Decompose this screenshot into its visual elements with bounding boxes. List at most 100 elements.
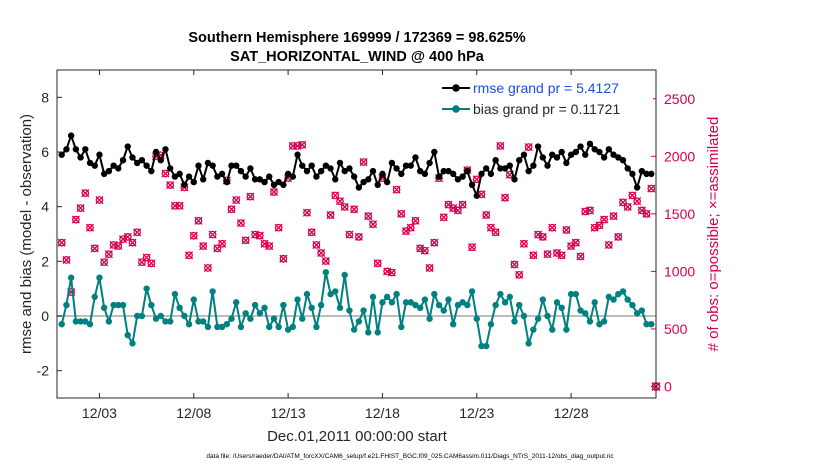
obs-possible-marker [340, 203, 349, 211]
rmse-point [317, 167, 325, 175]
bias-point [223, 321, 230, 328]
obs-possible-marker [270, 188, 278, 196]
rmse-point [129, 154, 136, 161]
rmse-point [398, 170, 405, 178]
legend-rmse-marker [452, 84, 460, 92]
obs-assimilated-marker [496, 141, 505, 151]
bias-point [591, 299, 598, 306]
y-tick-label: 0 [41, 308, 49, 324]
rmse-point [190, 178, 197, 186]
rmse-point [412, 154, 419, 161]
rmse-point [143, 162, 150, 169]
rmse-point [209, 162, 216, 169]
bias-point [525, 340, 532, 347]
plot-frame [56, 69, 657, 399]
bias-point [506, 293, 513, 301]
obs-assimilated-marker [95, 195, 104, 205]
bias-point [586, 318, 594, 325]
obs-possible-marker [312, 241, 321, 249]
obs-possible-marker [133, 228, 142, 237]
obs-possible-marker [642, 210, 651, 218]
bias-point [256, 310, 264, 317]
obs-possible-marker [57, 238, 66, 247]
bias-point [200, 318, 207, 325]
rmse-point [214, 173, 221, 180]
obs-possible-marker [298, 140, 307, 149]
bias-point [365, 329, 372, 336]
obs-assimilated-marker [62, 255, 71, 264]
rmse-point [261, 178, 268, 186]
rmse-point [600, 154, 608, 161]
rmse-point [86, 159, 94, 167]
bias-point [449, 321, 457, 328]
bias-point [388, 299, 396, 306]
obs-possible-marker [548, 223, 557, 232]
obs-possible-marker [562, 226, 571, 234]
obs-possible-marker [392, 185, 401, 194]
obs-possible-marker [128, 238, 137, 247]
obs-assimilated-marker [609, 212, 618, 221]
rmse-point [100, 170, 108, 178]
obs-assimilated-marker [524, 143, 533, 152]
obs-assimilated-marker [100, 258, 109, 267]
rmse-point [284, 170, 292, 178]
x-axis-label: Dec.01,2011 00:00:00 start [267, 428, 448, 445]
bias-point [322, 269, 330, 276]
bias-point [82, 318, 89, 325]
obs-assimilated-marker [397, 209, 406, 218]
bias-point [166, 318, 174, 325]
obs-possible-marker [411, 216, 420, 225]
legend-rmse-label: rmse grand pr = 5.4127 [473, 80, 619, 96]
bias-point [308, 304, 315, 311]
rmse-point [233, 162, 240, 169]
obs-assimilated-marker [373, 259, 382, 268]
rmse-point [567, 151, 575, 158]
obs-possible-marker [95, 196, 104, 204]
rmse-point [544, 162, 551, 169]
rmse-point [327, 165, 334, 172]
bias-point [596, 321, 603, 328]
obs-assimilated-marker [321, 256, 330, 266]
y-axis-label: rmse and bias (model - observation) [18, 114, 35, 354]
obs-possible-marker [543, 250, 552, 258]
bias-point [124, 331, 131, 339]
rmse-point [195, 162, 202, 169]
rmse-point [247, 165, 254, 172]
obs-possible-marker [100, 258, 109, 267]
bias-point [369, 293, 377, 301]
obs-assimilated-marker [251, 230, 260, 239]
bias-point [313, 323, 320, 331]
bias-point [379, 299, 386, 306]
rmse-point [256, 176, 264, 183]
rmse-point [124, 143, 131, 150]
obs-possible-marker [90, 244, 99, 253]
rmse-point [63, 146, 70, 153]
obs-possible-marker [194, 216, 203, 225]
obs-assimilated-marker [175, 201, 184, 210]
rmse-point [162, 146, 169, 153]
rmse-point [572, 148, 580, 156]
obs-assimilated-marker [633, 197, 642, 206]
bias-point [454, 301, 462, 309]
obs-possible-marker [227, 205, 236, 214]
obs-assimilated-marker [444, 200, 453, 209]
bias-point [63, 301, 70, 309]
rmse-point [336, 159, 344, 167]
obs-possible-marker [204, 264, 212, 272]
x-tick-label: 12/08 [176, 405, 211, 421]
obs-assimilated-marker [510, 260, 519, 269]
rmse-point [393, 165, 400, 172]
bias-point [209, 288, 216, 295]
rmse-point [148, 167, 155, 175]
bias-point [181, 312, 188, 320]
rmse-point [383, 178, 391, 186]
obs-assimilated-marker [307, 228, 316, 237]
y2-tick-label: 1500 [664, 206, 695, 222]
rmse-point [299, 162, 306, 169]
rmse-point [171, 173, 179, 180]
obs-assimilated-marker [491, 228, 500, 237]
obs-possible-marker [454, 206, 462, 215]
legend: rmse grand pr = 5.4127 bias grand pr = 0… [433, 75, 653, 121]
obs-assimilated-marker [293, 141, 302, 151]
rmse-point [591, 146, 598, 153]
